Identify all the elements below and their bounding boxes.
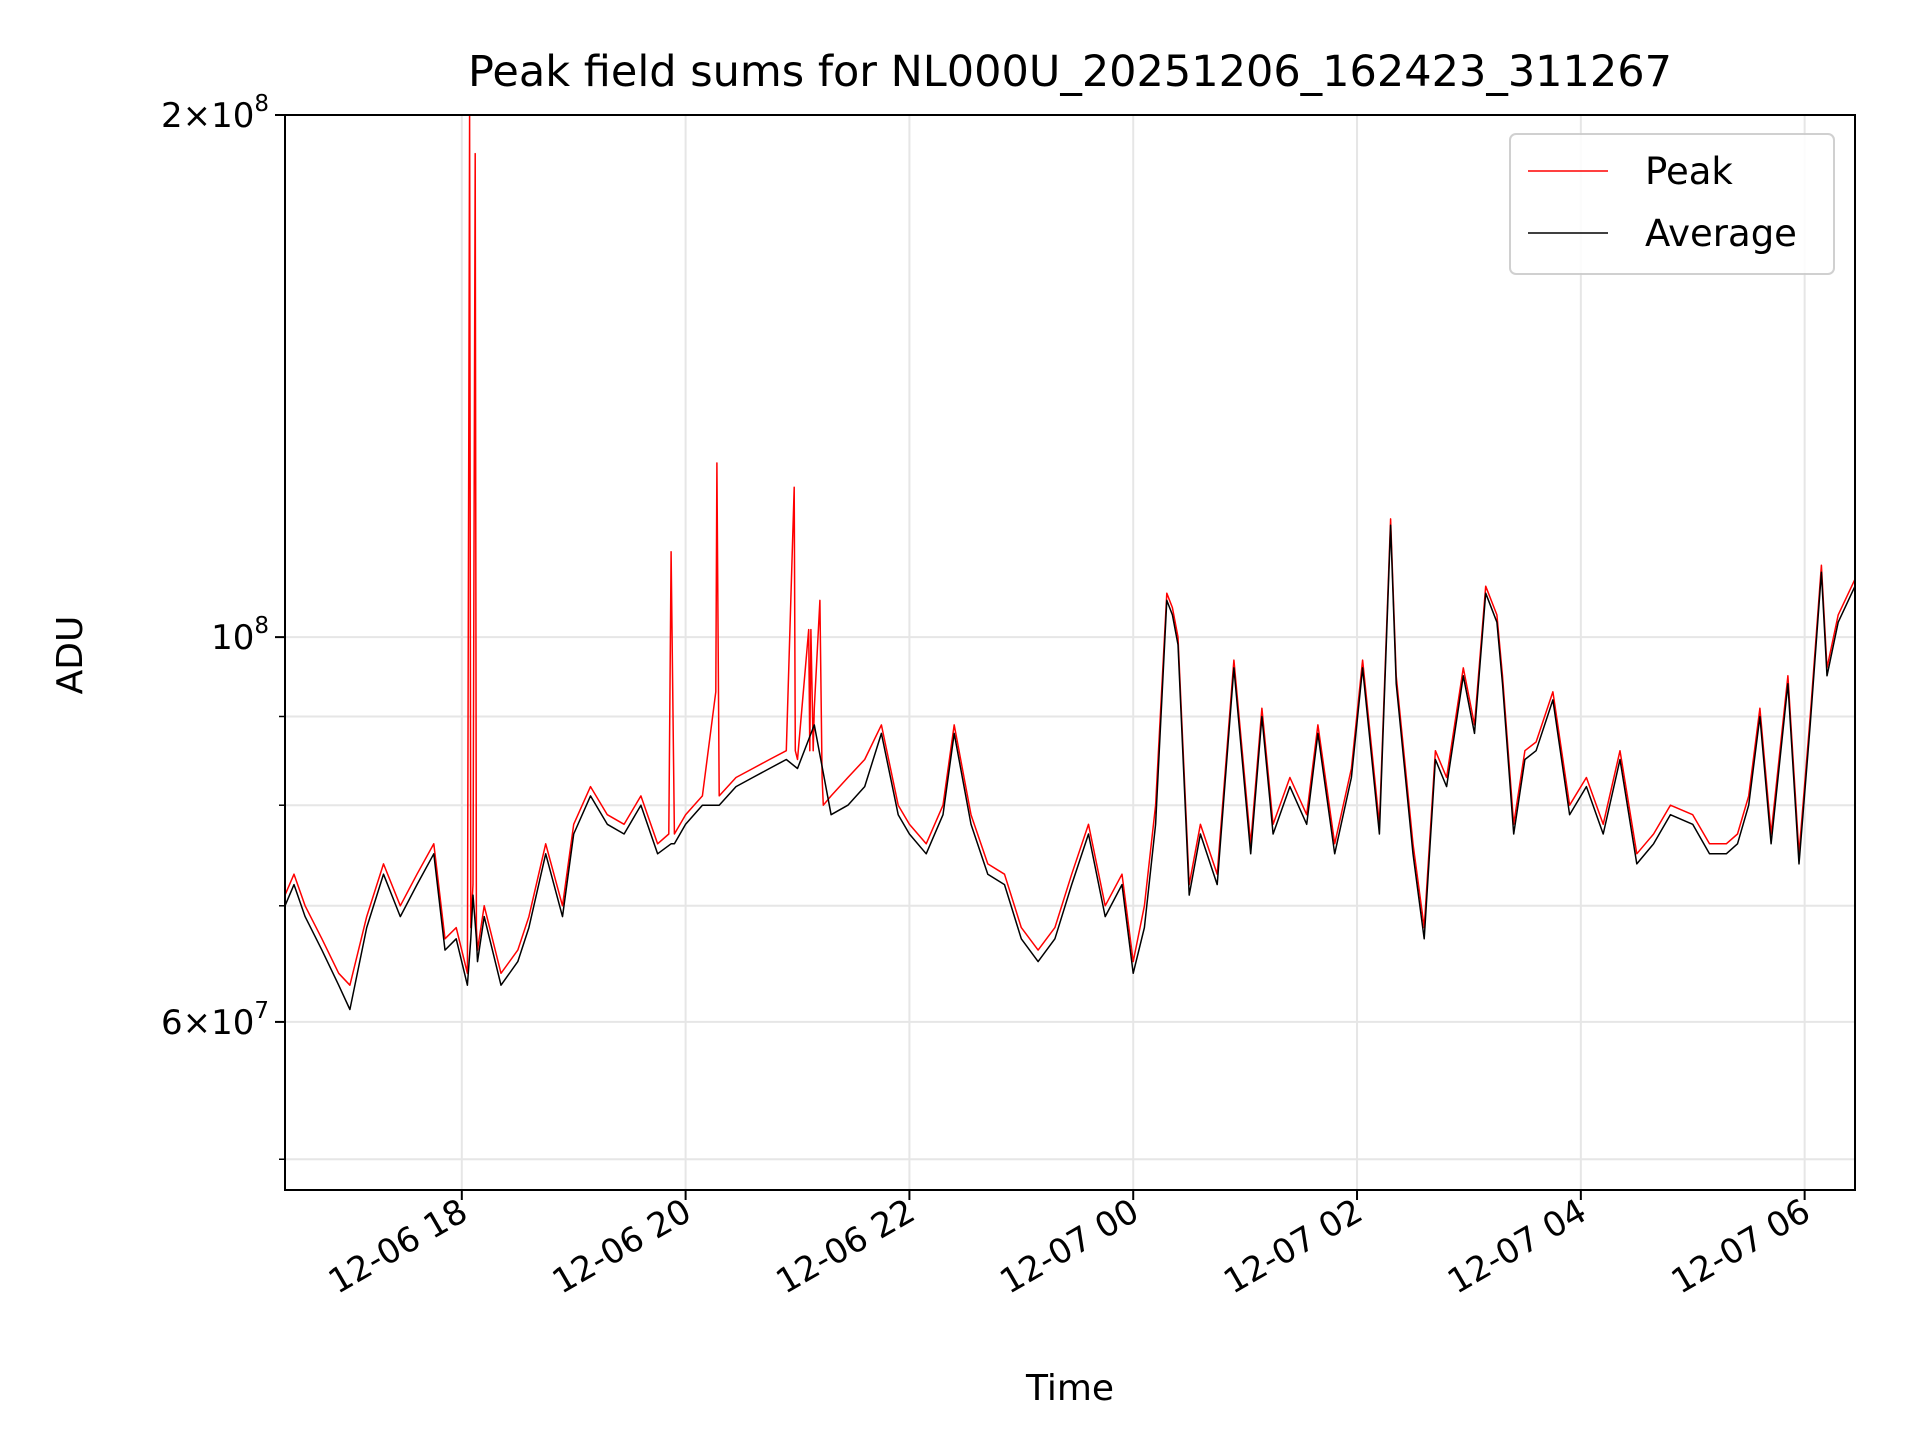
series-line-peak — [284, 114, 1856, 986]
y-tick-exponent: 8 — [254, 91, 269, 117]
series-line-average — [284, 524, 1856, 1011]
plot-frame — [284, 114, 1856, 1191]
legend-box — [1509, 133, 1835, 275]
y-axis-label: ADU — [50, 616, 91, 695]
y-tick-exponent: 7 — [254, 998, 269, 1024]
y-tick-base: 10 — [211, 618, 254, 658]
legend: Peak Average — [1509, 133, 1835, 275]
chart-title: Peak field sums for NL000U_20251206_1624… — [468, 47, 1672, 97]
series-layer — [284, 114, 1856, 1011]
y-tick-exponent: 8 — [254, 613, 269, 639]
y-tick-base: 2×10 — [161, 96, 254, 136]
legend-peak-label: Peak — [1645, 150, 1733, 193]
y-tick-label: 2×108 — [161, 91, 269, 136]
legend-average-label: Average — [1645, 212, 1797, 255]
x-axis-label: Time — [1025, 1368, 1114, 1409]
y-tick-label: 6×107 — [161, 998, 269, 1043]
y-tick-label: 108 — [211, 613, 269, 658]
y-tick-base: 6×10 — [161, 1003, 254, 1043]
